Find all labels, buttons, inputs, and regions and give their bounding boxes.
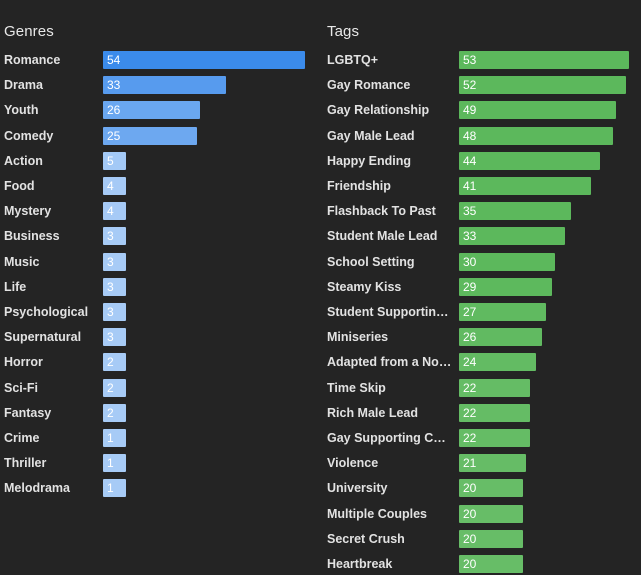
bar-label: University	[327, 481, 388, 496]
bar[interactable]	[459, 202, 572, 221]
bar-label: Rich Male Lead	[327, 405, 418, 420]
bar-label: Thriller	[4, 456, 47, 471]
bar-label: Steamy Kiss	[327, 279, 402, 294]
bar-label: Gay Male Lead	[327, 128, 415, 143]
bar[interactable]	[103, 51, 305, 69]
bar-label: Multiple Couples	[327, 506, 427, 521]
bar-label: Flashback To Past	[327, 204, 436, 219]
bar-label: Secret Crush	[327, 531, 405, 546]
bar[interactable]	[459, 555, 524, 573]
bar-label: Heartbreak	[327, 557, 393, 571]
bar[interactable]	[459, 403, 530, 422]
bar[interactable]	[459, 76, 626, 95]
bar[interactable]	[103, 353, 126, 372]
bar[interactable]	[103, 177, 126, 195]
bar[interactable]	[103, 328, 126, 347]
bar[interactable]	[103, 454, 126, 473]
bar[interactable]	[103, 378, 126, 397]
bar-label: Student Male Lead	[327, 229, 438, 244]
bar[interactable]	[459, 277, 553, 296]
tags-title: Tags	[327, 23, 360, 40]
bar[interactable]	[103, 403, 126, 422]
bar[interactable]	[459, 328, 543, 347]
bar-label: Happy Ending	[327, 153, 412, 168]
bar[interactable]	[459, 303, 546, 321]
bar[interactable]	[103, 126, 197, 145]
bar-label: Psychological	[4, 305, 89, 319]
bar-label: Supernatural	[4, 330, 82, 345]
bar[interactable]	[459, 353, 536, 372]
bar-label: Student Supporting ...	[327, 305, 453, 319]
bar-label: Horror	[4, 355, 43, 370]
bar[interactable]	[103, 303, 126, 321]
bar-label: Gay Supporting Cha...	[327, 431, 453, 445]
bar[interactable]	[459, 126, 613, 145]
bar-label: Crime	[4, 431, 40, 445]
bar-label: LGBTQ+	[327, 53, 379, 67]
bar-label: Romance	[4, 53, 61, 67]
bar-label: Mystery	[4, 204, 52, 219]
bar-label: Life	[4, 279, 27, 294]
bar-label: Fantasy	[4, 405, 52, 420]
bar[interactable]	[103, 252, 126, 271]
bar[interactable]	[459, 151, 601, 170]
bar-label: School Setting	[327, 254, 415, 269]
bar-label: Adapted from a Nov...	[327, 355, 453, 370]
bar[interactable]	[103, 76, 227, 95]
bar-label: Sci-Fi	[4, 380, 39, 395]
bar[interactable]	[459, 429, 530, 447]
bar[interactable]	[459, 227, 565, 246]
bar-label: Gay Relationship	[327, 103, 430, 118]
bar[interactable]	[103, 479, 126, 498]
bar-label: Business	[4, 229, 60, 244]
bar-label: Drama	[4, 78, 43, 93]
bar[interactable]	[459, 529, 524, 548]
bar-label: Time Skip	[327, 380, 386, 395]
bar[interactable]	[459, 479, 524, 498]
bar-label: Action	[4, 153, 43, 168]
genres-title: Genres	[4, 23, 54, 40]
bar[interactable]	[103, 202, 126, 221]
bar[interactable]	[103, 227, 126, 246]
bar[interactable]	[459, 51, 629, 69]
bar-label: Melodrama	[4, 481, 70, 496]
bar[interactable]	[103, 277, 126, 296]
bar-label: Friendship	[327, 179, 391, 193]
bar[interactable]	[459, 177, 591, 195]
bar-label: Violence	[327, 456, 379, 471]
bar[interactable]	[103, 101, 201, 120]
bar[interactable]	[459, 378, 530, 397]
bar[interactable]	[459, 101, 617, 120]
bar[interactable]	[459, 252, 556, 271]
bar-label: Food	[4, 179, 35, 193]
bar-label: Music	[4, 254, 40, 269]
bar[interactable]	[459, 504, 524, 523]
bar[interactable]	[103, 151, 126, 170]
bar[interactable]	[103, 429, 126, 447]
bar-label: Comedy	[4, 128, 54, 143]
bar-label: Miniseries	[327, 330, 389, 345]
bar-label: Gay Romance	[327, 78, 411, 93]
bar-label: Youth	[4, 103, 39, 118]
bar[interactable]	[459, 454, 527, 473]
